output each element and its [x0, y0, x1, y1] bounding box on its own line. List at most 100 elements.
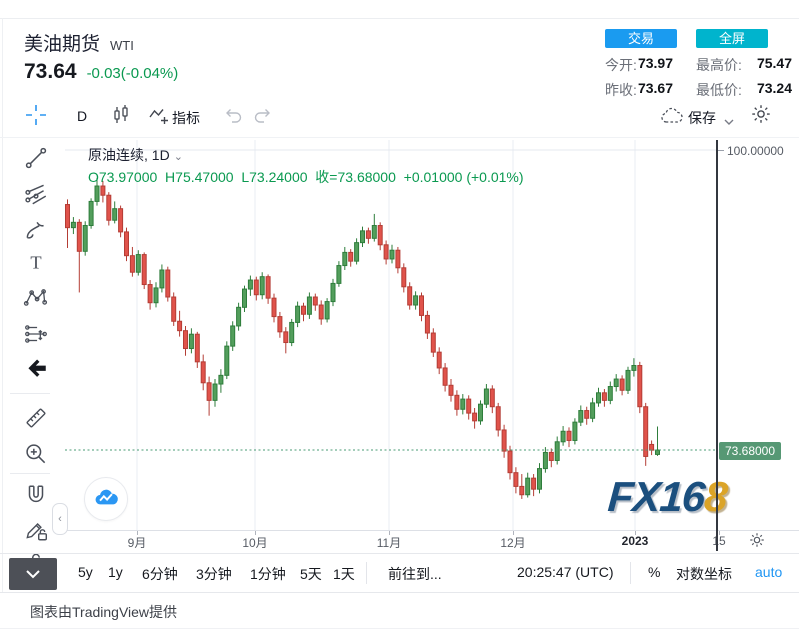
- time-tick: [389, 531, 390, 535]
- percent-scale-button[interactable]: %: [648, 564, 661, 580]
- stat-value: 73.24: [756, 80, 792, 96]
- price-scale-label[interactable]: 100.00000: [727, 144, 784, 158]
- candle: [94, 177, 100, 206]
- candle: [165, 266, 171, 302]
- candlestick-style-icon[interactable]: [110, 104, 132, 131]
- candle: [537, 463, 542, 494]
- divider: [56, 530, 799, 531]
- chevron-down-icon[interactable]: ⌄: [173, 151, 183, 163]
- candle: [194, 331, 200, 368]
- candle: [430, 328, 436, 357]
- candle: [135, 250, 141, 276]
- undo-icon[interactable]: [224, 106, 244, 129]
- candle: [342, 246, 348, 270]
- candle: [171, 292, 177, 326]
- price-tick: [718, 150, 724, 151]
- fullscreen-button[interactable]: 全屏: [696, 29, 768, 48]
- fib-tools-icon[interactable]: [23, 181, 49, 207]
- candle: [607, 381, 613, 405]
- candle: [377, 222, 383, 251]
- indicators-button[interactable]: 指标: [172, 110, 200, 126]
- series-legend[interactable]: 原油连续, 1D ⌄: [88, 145, 183, 165]
- candle: [247, 275, 253, 296]
- candle: [413, 291, 419, 310]
- auto-scale-button[interactable]: auto: [755, 564, 783, 580]
- time-tick: [513, 531, 514, 535]
- axis-gear-icon[interactable]: [748, 531, 766, 549]
- candle: [495, 402, 501, 437]
- drawing-lock-icon[interactable]: [23, 517, 49, 543]
- stat-open: 今开: 73.97: [605, 55, 673, 75]
- arrow-left-icon[interactable]: [23, 355, 49, 381]
- text-tool-icon[interactable]: T: [23, 250, 49, 276]
- tradingview-logo[interactable]: [84, 477, 128, 521]
- candle: [242, 285, 247, 312]
- candle: [389, 244, 395, 264]
- redo-icon[interactable]: [252, 106, 272, 129]
- ruler-icon[interactable]: [23, 405, 49, 431]
- chevron-down-icon[interactable]: [724, 113, 734, 131]
- magnet-icon[interactable]: [23, 483, 49, 509]
- save-button[interactable]: 保存: [688, 110, 716, 126]
- candle: [383, 240, 389, 265]
- candle: [401, 263, 407, 293]
- candle: [395, 246, 401, 274]
- candle: [655, 426, 660, 456]
- brush-icon[interactable]: [23, 217, 49, 243]
- price-change: -0.03(-0.04%): [86, 65, 179, 82]
- range-button-1分钟[interactable]: 1分钟: [250, 566, 286, 582]
- goto-date-button[interactable]: 前往到...: [388, 566, 442, 582]
- candlestick-chart[interactable]: [65, 140, 717, 531]
- range-button-6分钟[interactable]: 6分钟: [142, 566, 178, 582]
- candle: [312, 293, 318, 311]
- candle: [548, 448, 554, 468]
- candle: [637, 361, 643, 414]
- trade-button[interactable]: 交易: [605, 29, 677, 48]
- candle: [596, 387, 601, 407]
- range-button-1y[interactable]: 1y: [108, 564, 123, 580]
- candle: [200, 354, 206, 391]
- collapse-panel-button[interactable]: ‹: [52, 503, 68, 535]
- time-tick: [137, 531, 138, 535]
- time-label: 15: [712, 534, 726, 548]
- candle: [70, 217, 76, 235]
- candle: [159, 264, 165, 293]
- stat-value: 73.67: [637, 80, 673, 96]
- indicator-icon[interactable]: [148, 105, 170, 132]
- candle: [236, 302, 242, 331]
- candle: [448, 379, 454, 402]
- footer: 图表由TradingView提供: [0, 592, 799, 634]
- gear-icon[interactable]: [750, 103, 772, 130]
- range-button-1天[interactable]: 1天: [333, 566, 355, 582]
- scroll-down-overlay[interactable]: [9, 558, 57, 590]
- candle: [141, 252, 147, 290]
- clock-utc[interactable]: 20:25:47 (UTC): [517, 564, 614, 580]
- trend-line-icon[interactable]: [23, 145, 49, 171]
- candle: [542, 447, 548, 473]
- candle: [489, 385, 495, 414]
- symbol-label: WTI: [110, 38, 134, 53]
- candle: [277, 311, 283, 338]
- pattern-icon[interactable]: [23, 285, 49, 311]
- candle: [419, 292, 424, 322]
- forecast-icon[interactable]: [23, 321, 49, 347]
- candle: [601, 389, 607, 407]
- price-row: 73.64 -0.03(-0.04%): [24, 60, 178, 84]
- time-axis[interactable]: 9月 10月 11月 12月 2023 15: [0, 531, 799, 552]
- range-button-5y[interactable]: 5y: [78, 564, 93, 580]
- crosshair-icon[interactable]: [25, 104, 47, 131]
- candle: [619, 375, 625, 396]
- candle: [112, 201, 118, 224]
- log-scale-button[interactable]: 对数坐标: [676, 566, 732, 582]
- divider: [630, 562, 631, 584]
- zoom-in-icon[interactable]: [23, 441, 49, 467]
- candle: [318, 300, 324, 325]
- ohlc-values: O73.97000 H75.47000 L73.24000 收=73.68000…: [88, 169, 524, 185]
- range-button-3分钟[interactable]: 3分钟: [196, 566, 232, 582]
- last-price: 73.64: [24, 60, 77, 83]
- candle: [525, 472, 531, 498]
- interval-button[interactable]: D: [77, 108, 88, 124]
- stat-label: 昨收:: [605, 82, 637, 98]
- candle: [283, 327, 289, 354]
- range-button-5天[interactable]: 5天: [300, 566, 322, 582]
